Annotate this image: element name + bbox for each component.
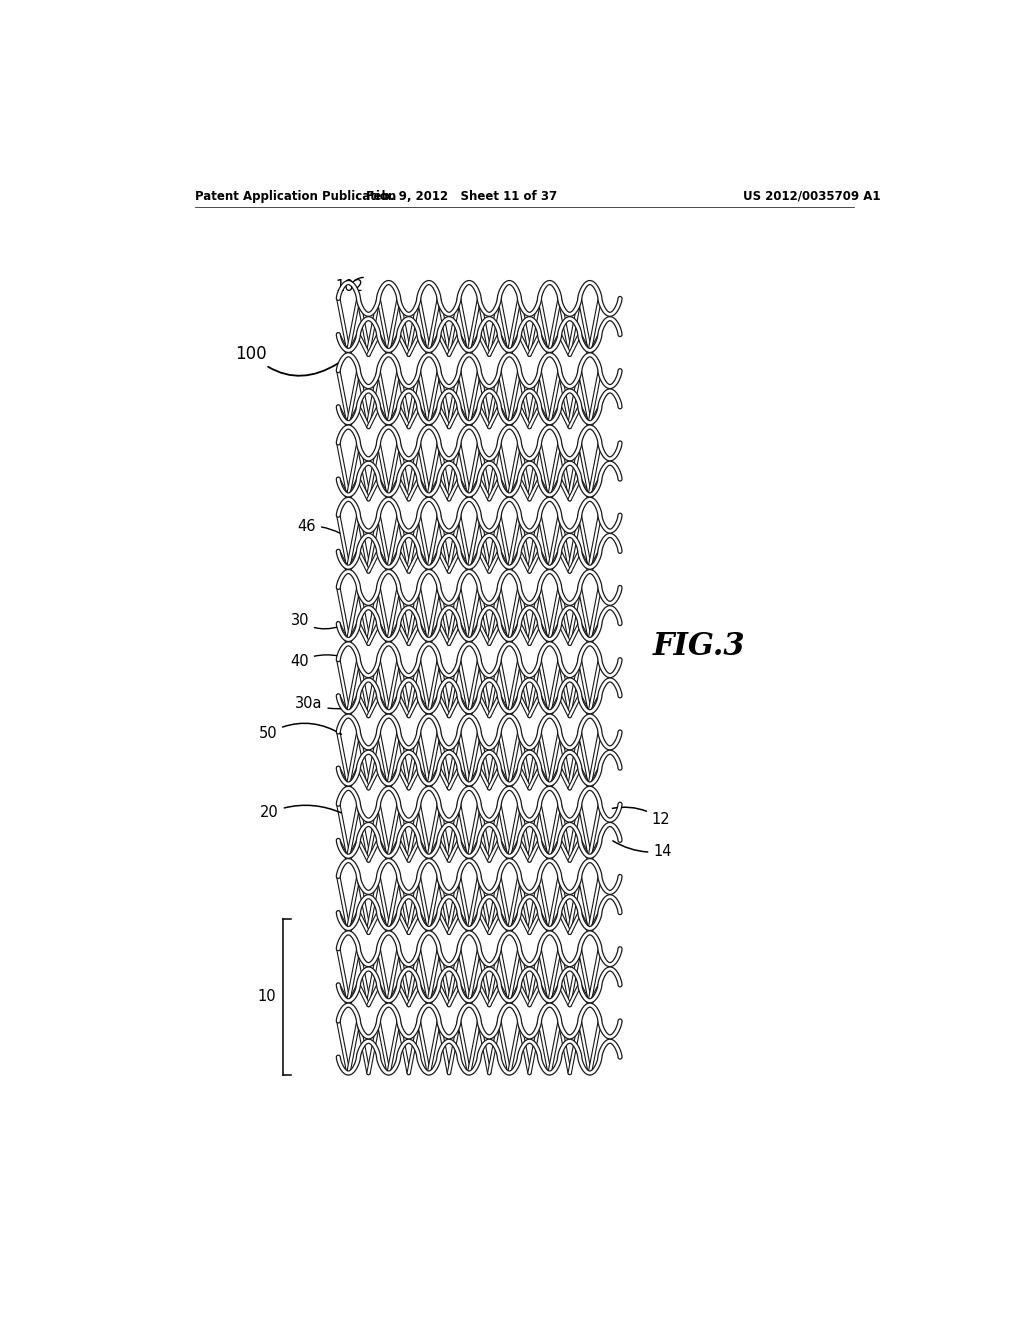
Text: 20: 20: [260, 805, 341, 821]
Text: 100: 100: [236, 345, 338, 376]
Text: Patent Application Publication: Patent Application Publication: [196, 190, 396, 202]
Text: 14: 14: [612, 841, 672, 859]
Text: 40: 40: [291, 653, 338, 669]
Text: FIG.3: FIG.3: [653, 631, 745, 661]
Text: 102: 102: [336, 277, 364, 294]
Text: 50: 50: [259, 723, 341, 742]
Text: 12: 12: [612, 808, 671, 826]
Text: 30a: 30a: [295, 696, 346, 710]
Text: US 2012/0035709 A1: US 2012/0035709 A1: [743, 190, 881, 202]
Text: 30: 30: [291, 614, 338, 628]
Text: 10: 10: [258, 990, 276, 1005]
Text: Feb. 9, 2012   Sheet 11 of 37: Feb. 9, 2012 Sheet 11 of 37: [366, 190, 557, 202]
Text: 46: 46: [298, 519, 340, 533]
